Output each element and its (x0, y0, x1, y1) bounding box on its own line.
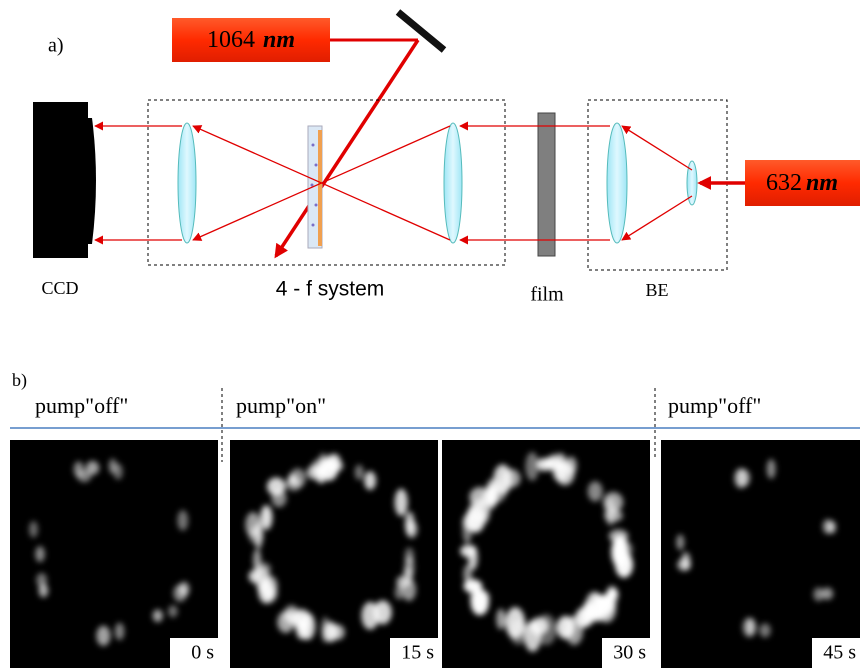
speckle-blob (296, 619, 309, 639)
speckle-blob (361, 602, 378, 630)
sample-edge (318, 130, 322, 246)
unit: nm (806, 170, 838, 196)
speckle-blob (469, 499, 489, 522)
speckle-blob (260, 505, 272, 530)
speckle-blob (277, 611, 294, 633)
speckle-blob (177, 510, 188, 531)
pump-beam (276, 40, 418, 256)
speckle-blob (405, 548, 414, 565)
speckle-blob (581, 602, 593, 627)
ccd-face (84, 118, 96, 244)
four-f-label: 4 - f system (276, 278, 385, 301)
phase-label: pump"off" (35, 393, 128, 418)
frame: 15 s (230, 440, 438, 668)
frame: 30 s (442, 440, 650, 668)
speckle-blob (96, 626, 110, 646)
frame: 45 s (661, 440, 860, 668)
speckle-blob (736, 469, 750, 487)
lens (444, 123, 462, 243)
speckle-blob (29, 521, 38, 537)
speckle-blob (742, 617, 756, 637)
speckle-blob (588, 481, 603, 501)
speckle-blob (364, 471, 376, 490)
time-label: 30 s (613, 642, 646, 664)
be-label: BE (645, 280, 668, 300)
wavelength: 1064 (207, 27, 255, 53)
speckle-blob (325, 460, 343, 472)
speckle-blob (405, 512, 415, 535)
speckle-blob (395, 489, 408, 516)
ccd-label: CCD (41, 278, 78, 298)
speckle-blob (35, 546, 45, 562)
speckle-blob (272, 489, 287, 507)
speckle-blob (681, 552, 690, 570)
speckle-blob (505, 607, 525, 639)
speckle-blob (153, 609, 163, 622)
speckle-blob (307, 465, 322, 479)
speckle-blob (168, 605, 178, 617)
film (538, 113, 555, 256)
pump-laser-label: 1064 nm (207, 27, 295, 53)
speckle-blob (544, 457, 562, 471)
probe-laser (745, 160, 860, 206)
speckle-blob (759, 623, 770, 637)
phase-label: pump"off" (668, 393, 761, 418)
frame: 0 s (10, 440, 218, 668)
unit: nm (263, 27, 295, 53)
speckle-blob (828, 521, 836, 534)
speckle-blob (109, 459, 117, 474)
panel-label: a) (48, 35, 64, 57)
time-label: 15 s (401, 642, 434, 664)
speckle-blob (676, 534, 684, 550)
speckle-blob (115, 623, 124, 640)
panel-label: b) (12, 370, 27, 391)
film-label: film (530, 284, 564, 306)
speckle-blob (324, 622, 338, 642)
speckle-blob (256, 562, 271, 576)
time-label: 45 s (823, 642, 856, 664)
speckle-blob (266, 588, 278, 601)
speckle-blob (290, 468, 306, 487)
wavelength: 632 (766, 170, 802, 196)
speckle-blob (249, 526, 264, 544)
speckle-blob (609, 529, 629, 542)
lens (178, 123, 196, 243)
time-label: 0 s (191, 642, 214, 664)
speckle-blob (604, 509, 623, 521)
speckle-blob (821, 588, 833, 600)
lens (607, 123, 627, 243)
speckle-blob (767, 459, 776, 479)
phase-label: pump"on" (236, 393, 326, 418)
speckle-blob (403, 566, 413, 586)
speckle-blob (597, 594, 614, 615)
speckle-blob (496, 609, 505, 630)
speckle-blob (36, 573, 47, 587)
speckle-blob (524, 621, 541, 652)
speckle-blob (395, 585, 404, 599)
speckle-blob (173, 585, 186, 602)
speckle-blob (355, 465, 364, 480)
speckle-blob (470, 589, 490, 605)
speckle-blob (86, 461, 99, 475)
figure: a) 1064nm CCD 4 - f system film BE 632nm… (0, 0, 860, 668)
speckle-blob (468, 545, 478, 570)
mirror (398, 12, 444, 50)
ccd (33, 102, 88, 258)
